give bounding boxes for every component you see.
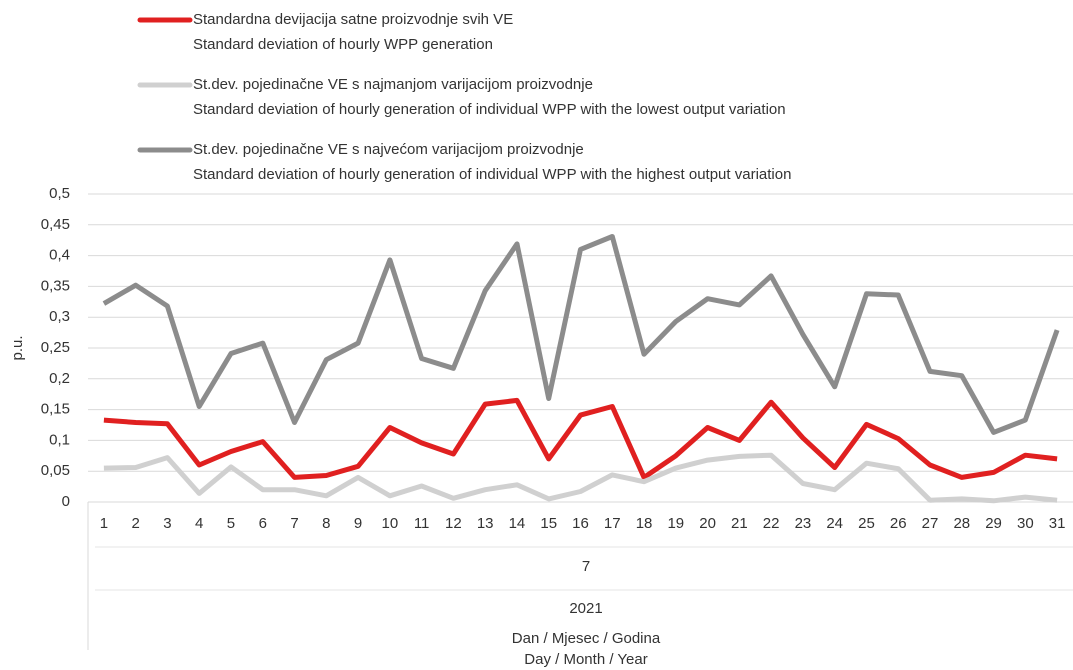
x-tick-label: 5 [227,515,235,532]
x-tick-label: 18 [636,515,653,532]
series-line [103,397,1058,480]
x-tick-label: 20 [699,515,716,532]
x-tick-label: 29 [985,515,1002,532]
x-tick-label: 28 [953,515,970,532]
y-tick-label: 0,3 [49,308,70,325]
y-axis-title: p.u. [9,335,26,360]
x-tick-label: 11 [414,515,430,532]
y-tick-label: 0,4 [49,247,70,264]
x-tick-label: 9 [354,515,362,532]
x-tick-label: 27 [922,515,939,532]
x-tick-label: 10 [382,515,399,532]
x-tick-label: 31 [1049,515,1066,532]
y-tick-label: 0,35 [41,277,70,294]
x-tick-label: 25 [858,515,875,532]
x-tick-label: 7 [290,515,298,532]
y-tick-label: 0,45 [41,216,70,233]
x-tick-label: 30 [1017,515,1034,532]
x-tick-label: 15 [540,515,557,532]
x-tick-label: 4 [195,515,203,532]
x-tick-label: 1 [100,515,108,532]
legend-label: Standard deviation of hourly generation … [193,101,786,118]
x-tick-label: 13 [477,515,494,532]
y-tick-label: 0 [62,493,70,510]
x-tick-label: 2 [131,515,139,532]
year-label: 2021 [569,600,602,617]
legend-label: St.dev. pojedinačne VE s najvećom varija… [193,141,584,158]
x-tick-label: 16 [572,515,589,532]
x-axis-title: Dan / Mjesec / Godina [512,630,661,647]
x-tick-label: 19 [667,515,684,532]
y-tick-label: 0,5 [49,185,70,202]
y-tick-label: 0,25 [41,339,70,356]
x-tick-label: 21 [731,515,748,532]
month-label: 7 [582,558,590,575]
legend-label: Standardna devijacija satne proizvodnje … [193,11,513,28]
x-tick-label: 22 [763,515,780,532]
x-tick-label: 17 [604,515,621,532]
x-tick-label: 6 [259,515,267,532]
legend-label: Standard deviation of hourly generation … [193,166,791,183]
x-tick-label: 8 [322,515,330,532]
y-tick-label: 0,05 [41,462,70,479]
legend-label: St.dev. pojedinačne VE s najmanjom varij… [193,76,593,93]
x-tick-label: 23 [795,515,812,532]
x-tick-label: 24 [826,515,843,532]
x-axis-title: Day / Month / Year [524,651,647,668]
y-tick-label: 0,1 [49,431,70,448]
series-line [103,452,1058,504]
y-tick-label: 0,15 [41,401,70,418]
y-tick-label: 0,2 [49,370,70,387]
legend-label: Standard deviation of hourly WPP generat… [193,36,493,53]
x-tick-label: 12 [445,515,462,532]
x-tick-label: 3 [163,515,171,532]
x-tick-label: 26 [890,515,907,532]
series-line [102,234,1060,435]
x-tick-label: 14 [509,515,526,532]
